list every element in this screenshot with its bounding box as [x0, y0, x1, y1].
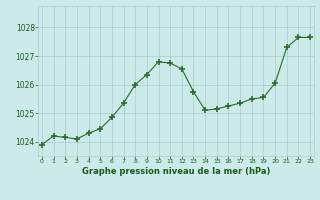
X-axis label: Graphe pression niveau de la mer (hPa): Graphe pression niveau de la mer (hPa) [82, 167, 270, 176]
